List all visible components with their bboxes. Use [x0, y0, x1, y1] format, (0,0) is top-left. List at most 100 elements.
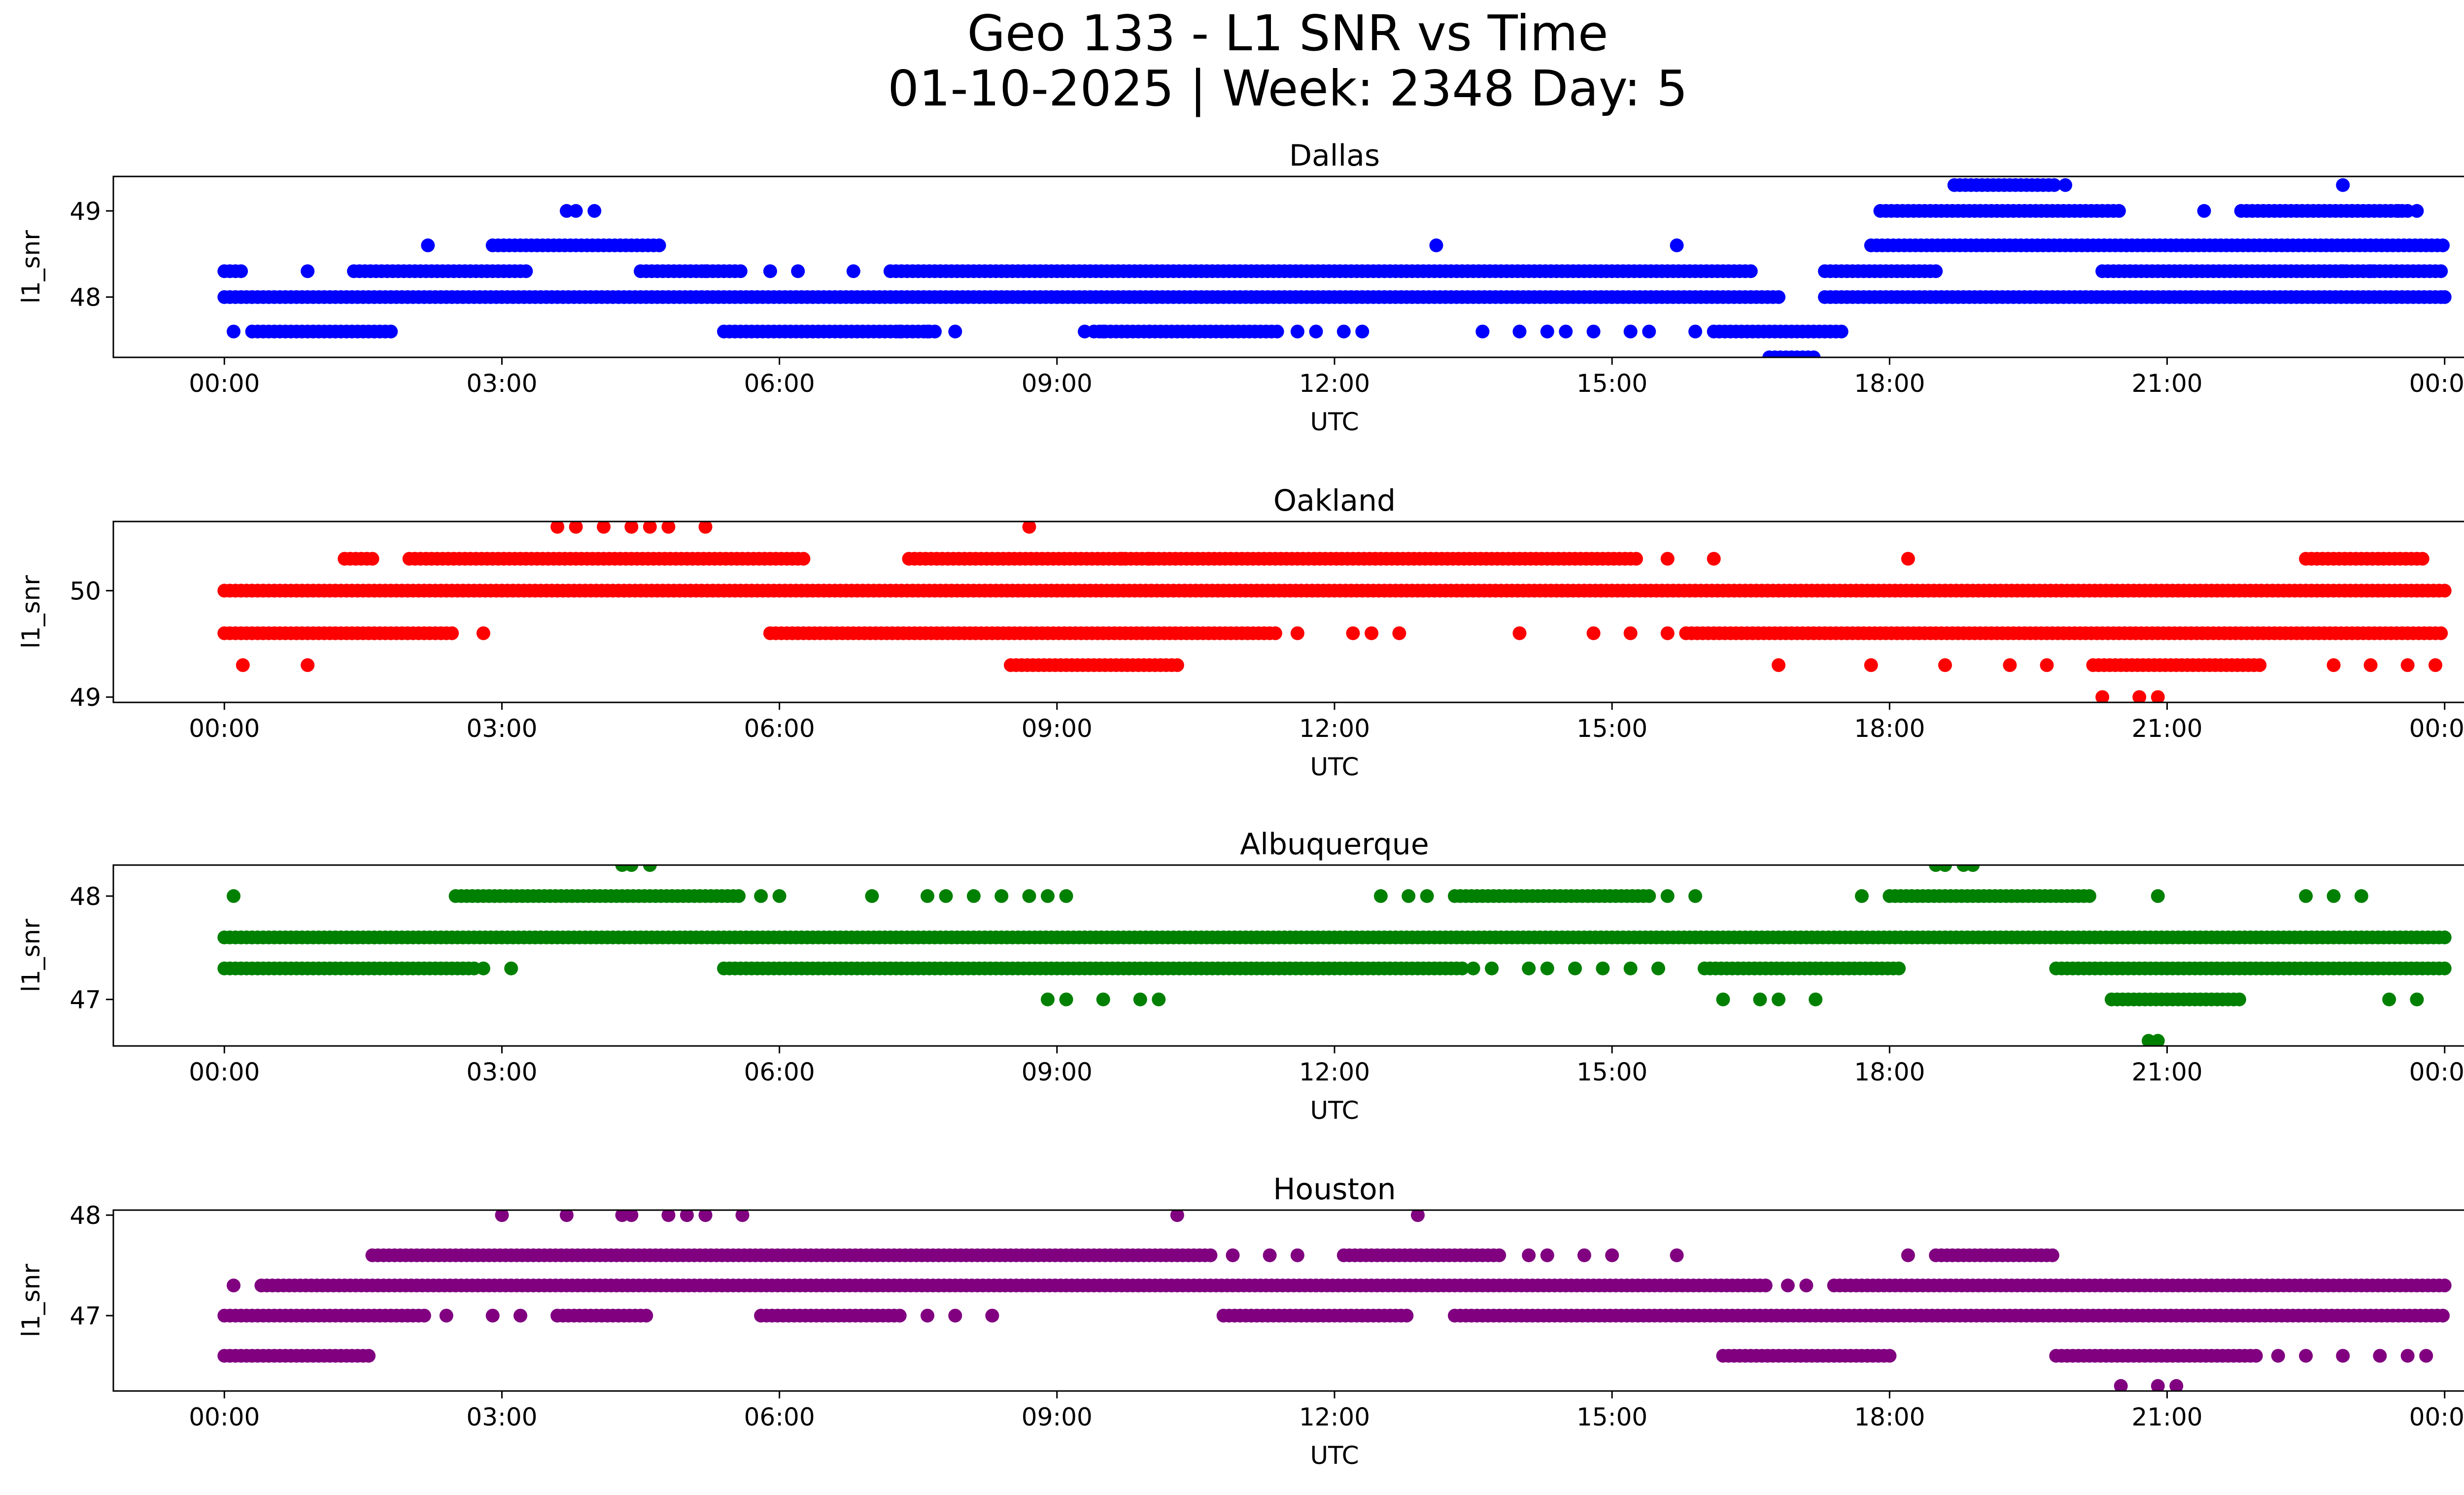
x-tick-label: 12:00 — [1299, 714, 1370, 743]
data-point — [1455, 961, 1470, 975]
x-tick-label: 18:00 — [1854, 369, 1925, 398]
data-point — [661, 1210, 676, 1222]
data-point — [365, 552, 379, 566]
data-point — [1290, 324, 1304, 339]
data-point — [2434, 626, 2448, 640]
y-tick-label: 50 — [69, 577, 101, 605]
x-tick-label: 15:00 — [1576, 369, 1647, 398]
data-point — [485, 1309, 500, 1323]
data-point — [2151, 1034, 2165, 1046]
x-axis-label: UTC — [1310, 753, 1359, 781]
data-point — [1642, 324, 1656, 339]
data-point — [1152, 992, 1166, 1007]
data-point — [1901, 552, 1915, 566]
data-point — [1716, 992, 1730, 1007]
y-tick-label: 48 — [69, 1201, 101, 1230]
data-point — [1392, 626, 1406, 640]
data-point — [1670, 1248, 1684, 1262]
x-tick-label: 00:00 — [2409, 1403, 2464, 1431]
data-point — [772, 889, 787, 903]
x-tick-label: 06:00 — [744, 1058, 815, 1086]
x-tick-label: 03:00 — [466, 369, 537, 398]
data-point — [2112, 204, 2126, 218]
data-point — [1623, 626, 1638, 640]
x-tick-label: 21:00 — [2131, 369, 2202, 398]
data-point — [2382, 992, 2396, 1007]
data-point — [1540, 324, 1554, 339]
data-point — [2437, 961, 2452, 975]
data-point — [1475, 324, 1490, 339]
data-point — [1559, 324, 1573, 339]
x-tick-label: 12:00 — [1299, 369, 1370, 398]
data-point — [476, 961, 490, 975]
data-point — [966, 889, 981, 903]
data-point — [1466, 961, 1480, 975]
data-point — [2336, 178, 2350, 192]
data-point — [1402, 889, 1416, 903]
y-axis-label: l1_snr — [17, 919, 45, 992]
figure-title-line-2: 01-10-2025 | Week: 2348 Day: 5 — [888, 60, 1688, 117]
data-point — [754, 889, 768, 903]
data-point — [1882, 1349, 1897, 1363]
data-point — [1772, 992, 1786, 1007]
data-point — [1170, 1210, 1184, 1222]
data-point — [569, 204, 583, 218]
y-tick-label: 49 — [69, 683, 101, 712]
data-point — [2354, 889, 2368, 903]
data-point — [227, 1278, 240, 1292]
data-point — [661, 522, 676, 534]
data-point — [1203, 1248, 1218, 1262]
data-point — [2045, 1248, 2059, 1262]
data-point — [227, 324, 240, 339]
data-point — [1226, 1248, 1240, 1262]
x-tick-label: 00:00 — [2409, 714, 2464, 743]
data-point — [2197, 204, 2211, 218]
data-point — [445, 626, 459, 640]
data-point — [1492, 1248, 1506, 1262]
data-point — [948, 324, 962, 339]
data-point — [846, 264, 860, 278]
data-point — [1142, 552, 1157, 566]
data-point — [2373, 1349, 2387, 1363]
data-point — [1758, 1278, 1773, 1292]
data-points — [217, 178, 2452, 357]
subplot-oakland: 00:00 03:00 06:00 09:00 12:00 15:00 18:00 21:00… — [17, 484, 2464, 781]
data-point — [2232, 992, 2246, 1007]
data-point — [1651, 961, 1665, 975]
data-point — [2336, 1349, 2350, 1363]
data-point — [2327, 889, 2341, 903]
subplot-title: Houston — [1273, 1172, 1396, 1207]
x-axis-label: UTC — [1310, 408, 1359, 436]
data-point — [1744, 264, 1758, 278]
x-tick-label: 15:00 — [1576, 1058, 1647, 1086]
data-point — [2410, 204, 2424, 218]
x-tick-label: 21:00 — [2131, 1058, 2202, 1086]
data-point — [1901, 1248, 1915, 1262]
y-tick-label: 47 — [69, 1302, 101, 1330]
data-point — [227, 889, 240, 903]
data-point — [1540, 961, 1554, 975]
data-point — [796, 552, 811, 566]
data-point — [2363, 658, 2378, 672]
data-point — [1938, 865, 1952, 872]
y-axis-label: l1_snr — [17, 575, 45, 649]
data-point — [234, 264, 248, 278]
data-point — [1268, 626, 1282, 640]
data-point — [1263, 1248, 1277, 1262]
data-point — [1096, 324, 1110, 339]
x-tick-label: 03:00 — [466, 1058, 537, 1086]
data-point — [384, 324, 398, 339]
data-point — [1133, 992, 1147, 1007]
data-point — [2114, 1379, 2128, 1391]
data-point — [2336, 264, 2350, 278]
data-point — [865, 889, 879, 903]
data-point — [2299, 889, 2313, 903]
data-point — [921, 889, 934, 903]
data-point — [1078, 324, 1092, 339]
data-point — [2082, 889, 2096, 903]
data-point — [1660, 889, 1675, 903]
data-point — [1929, 264, 1943, 278]
data-point — [939, 889, 953, 903]
data-point — [2410, 992, 2424, 1007]
x-tick-label: 00:00 — [189, 714, 260, 743]
